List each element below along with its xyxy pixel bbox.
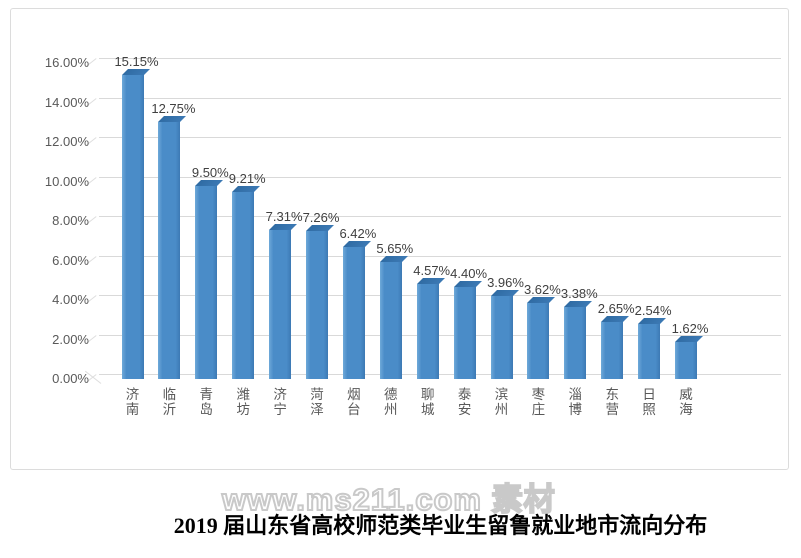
bar <box>564 301 593 379</box>
bar-value-label: 4.40% <box>450 266 488 282</box>
x-category-label: 青岛 <box>199 387 214 417</box>
chart-frame: 16.00% 14.00% 12.00% 10.00% 8.00% 6.00% 4.00% 2… <box>10 8 789 470</box>
plot-area: 16.00% 14.00% 12.00% 10.00% 8.00% 6.00% 4.00% 2… <box>11 9 788 469</box>
watermark: www.ms211.com 素材 <box>221 481 556 518</box>
bar-value-label: 7.31% <box>265 208 303 224</box>
gridline <box>99 295 781 296</box>
gridline <box>99 176 781 178</box>
gridline <box>99 374 781 375</box>
x-category-label: 滨州 <box>494 387 509 417</box>
y-tick-label: 8.00% <box>52 213 89 228</box>
bar <box>601 315 630 379</box>
bar-value-label: 2.65% <box>597 300 635 316</box>
y-tick-label: 6.00% <box>52 252 89 268</box>
x-category-label: 德州 <box>384 387 398 417</box>
bar <box>158 116 187 379</box>
x-category-label: 威海 <box>679 387 693 417</box>
chart-caption: 2019 届山东省高校师范类毕业生留鲁就业地市流向分布 <box>173 513 708 538</box>
bar <box>638 317 667 379</box>
bar-value-label: 7.26% <box>302 209 340 225</box>
bar-value-label: 2.54% <box>634 302 672 318</box>
bar-value-label: 4.57% <box>413 262 451 278</box>
gridline <box>99 97 781 99</box>
bar-value-label: 15.15% <box>114 53 159 69</box>
bar-top-face <box>379 256 408 263</box>
bar-top-face <box>121 68 150 75</box>
x-category-label: 枣庄 <box>531 387 546 417</box>
bar <box>490 289 519 379</box>
x-category-label: 烟台 <box>347 387 361 417</box>
bar <box>269 223 298 379</box>
bar-value-label: 5.65% <box>376 241 414 257</box>
gridline <box>99 255 781 257</box>
x-category-label: 东营 <box>605 387 619 417</box>
bar-top-face <box>675 336 703 342</box>
x-category-label: 临沂 <box>162 387 177 417</box>
gridline <box>99 58 781 59</box>
bar-top-face <box>232 186 261 193</box>
bar <box>379 256 408 379</box>
bar <box>527 296 556 379</box>
bar <box>675 336 703 379</box>
y-tick-label: 10.00% <box>44 173 89 189</box>
bar <box>342 241 371 379</box>
bar <box>453 281 482 379</box>
bar-value-label: 1.62% <box>671 321 709 336</box>
gridline <box>99 137 781 138</box>
y-tick-label: 16.00% <box>44 55 89 70</box>
bar-value-label: 12.75% <box>151 101 196 117</box>
y-tick-label: 14.00% <box>44 94 89 110</box>
x-category-label: 淄博 <box>568 387 583 417</box>
gridline <box>99 216 781 217</box>
x-category-label: 菏泽 <box>310 387 324 417</box>
x-category-label: 聊城 <box>420 387 435 417</box>
x-category-label: 济宁 <box>273 387 287 417</box>
y-tick-label: 12.00% <box>44 134 89 149</box>
bar-top-face <box>158 116 187 123</box>
y-tick-label: 4.00% <box>52 292 89 307</box>
y-tick-label: 2.00% <box>52 331 89 347</box>
x-category-label: 日照 <box>642 387 656 417</box>
x-category-label: 泰安 <box>457 387 472 417</box>
bar <box>195 180 224 379</box>
bar-value-label: 3.96% <box>487 274 524 290</box>
bar-value-label: 9.21% <box>228 171 266 187</box>
bar <box>306 224 334 379</box>
bar <box>121 68 150 379</box>
x-category-label: 济南 <box>125 387 140 417</box>
bar <box>232 186 261 379</box>
bar-value-label: 9.50% <box>191 165 229 181</box>
x-category-label: 潍坊 <box>236 387 250 417</box>
y-tick-label: 0.00% <box>52 371 89 386</box>
gridline <box>99 334 781 336</box>
bar-value-label: 3.38% <box>560 286 598 302</box>
bar-value-label: 3.62% <box>523 281 561 297</box>
bar-value-label: 6.42% <box>339 226 377 242</box>
bar <box>416 277 445 379</box>
